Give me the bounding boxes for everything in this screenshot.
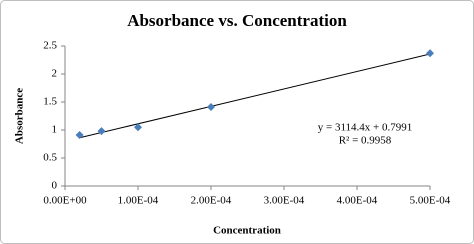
x-tick-label: 4.00E-04 <box>337 195 378 207</box>
data-point <box>426 49 434 58</box>
x-tick-label: 2.00E-04 <box>191 195 232 207</box>
y-tick-label: 1.5 <box>43 96 57 108</box>
x-tick-label: 0.00E+00 <box>43 195 87 207</box>
y-tick-label: 2 <box>52 68 58 80</box>
x-axis-title: Concentration <box>213 225 281 237</box>
x-tick-label: 5.00E-04 <box>410 195 451 207</box>
data-point <box>207 103 215 112</box>
data-point <box>75 131 84 140</box>
chart-title: Absorbance vs. Concentration <box>127 11 347 30</box>
y-tick-label: 1 <box>52 124 58 136</box>
y-axis-title: Absorbance <box>14 88 26 144</box>
data-point <box>97 127 106 136</box>
y-tick-label: 2.5 <box>43 40 57 52</box>
trendline-equation: y = 3114.4x + 0.7991 <box>318 122 413 134</box>
y-tick-label: 0 <box>52 180 58 192</box>
trendline-r2: R² = 0.9958 <box>339 135 392 147</box>
data-point <box>134 123 142 132</box>
x-tick-label: 1.00E-04 <box>118 195 159 207</box>
x-tick-label: 3.00E-04 <box>264 195 305 207</box>
y-tick-label: 0.5 <box>43 152 57 164</box>
